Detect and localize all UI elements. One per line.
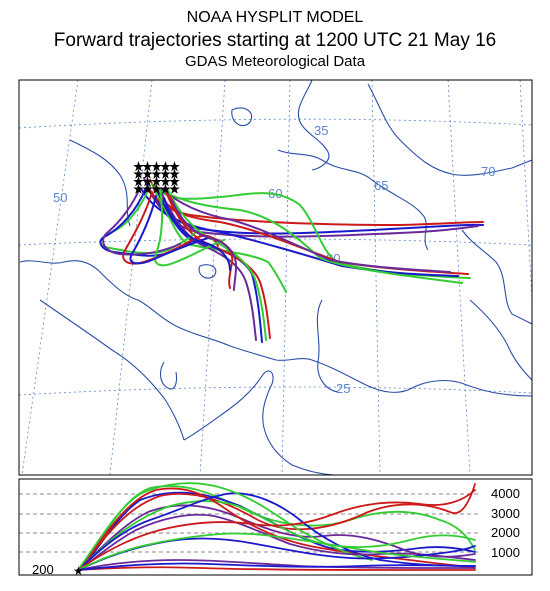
meridian-60: [281, 80, 291, 475]
profile-10: [77, 489, 476, 571]
traj-11: [161, 193, 257, 341]
source-star-icon: ★: [161, 185, 170, 196]
meridian-50: [109, 80, 153, 475]
profile-8: [77, 482, 373, 571]
source-star-icon: ★: [143, 185, 152, 196]
traj-22: [163, 197, 231, 271]
source-star-icon: ★: [152, 162, 161, 173]
source-star-icon: ★: [152, 177, 161, 188]
traj-8: [159, 187, 451, 273]
source-star-icon: ★: [152, 170, 161, 181]
meridian-45: [21, 80, 79, 475]
meridian-55: [199, 80, 226, 475]
border-pak-2: [316, 299, 339, 393]
parallel-35: [19, 118, 532, 129]
lon-label-70: 70: [481, 164, 495, 179]
lake-1: [198, 264, 217, 279]
lon-label-50: 50: [53, 190, 67, 205]
qatar-peninsula: [159, 361, 178, 390]
arabia-coast-1: [39, 299, 185, 441]
profile-7: [77, 492, 476, 571]
vertical-profile-panel: ★ 4000 3000 2000 1000 200: [18, 478, 533, 578]
lon-label-65: 65: [374, 178, 388, 193]
source-star-icon: ★: [152, 185, 161, 196]
source-star-icon: ★: [134, 170, 143, 181]
meridian-65: [371, 80, 381, 475]
map-panel: 50 60 65 70 35 30 25: [18, 79, 533, 476]
river-tigris: [19, 260, 177, 327]
traj-17: [102, 187, 181, 256]
parallel-30: [19, 238, 532, 246]
traj-7: [151, 183, 463, 284]
source-altitude-marker: ★: [73, 564, 84, 578]
source-star-icon: ★: [134, 177, 143, 188]
border-w: [69, 139, 131, 227]
source-markers: ★ ★ ★ ★ ★★ ★ ★ ★ ★★ ★ ★ ★ ★★ ★ ★ ★ ★: [134, 162, 180, 197]
star-icon: ★: [73, 564, 84, 578]
trajectories: [99, 177, 484, 343]
altitude-label-4000: 4000: [491, 486, 520, 501]
profile-3: [77, 483, 476, 571]
border-pak-1: [461, 229, 532, 325]
source-star-icon: ★: [143, 177, 152, 188]
profile-14: [77, 566, 476, 571]
altitude-label-2000: 2000: [491, 525, 520, 540]
source-star-icon: ★: [143, 170, 152, 181]
profile-5: [77, 500, 476, 571]
graticule: [19, 80, 532, 475]
profile-13: [77, 559, 476, 571]
gulf-north-coast: [175, 325, 532, 397]
coast-east-1: [469, 299, 532, 381]
meridian-75: [519, 80, 532, 301]
profile-6: [77, 487, 476, 571]
parallel-25: [19, 386, 532, 396]
profile-4: [77, 504, 476, 571]
lat-label-35: 35: [314, 123, 328, 138]
source-star-icon: ★: [170, 170, 179, 181]
caspian-coast: [297, 80, 330, 171]
source-star-icon: ★: [134, 162, 143, 173]
border-east: [367, 83, 532, 176]
profile-frame: [18, 478, 533, 576]
profile-15: [77, 562, 476, 571]
source-star-icon: ★: [161, 170, 170, 181]
source-star-icon: ★: [143, 162, 152, 173]
lat-label-25: 25: [336, 381, 350, 396]
source-star-icon: ★: [134, 185, 143, 196]
lake-2: [231, 107, 252, 127]
source-star-icon: ★: [170, 177, 179, 188]
source-star-icon: ★: [170, 162, 179, 173]
map-frame: [18, 79, 533, 476]
profile-12: [77, 532, 476, 571]
meridian-70: [447, 80, 471, 475]
source-star-icon: ★: [170, 185, 179, 196]
source-star-icon: ★: [161, 162, 170, 173]
profile-traces: [77, 482, 476, 571]
source-star-icon: ★: [161, 177, 170, 188]
traj-19: [129, 195, 209, 265]
traj-13: [167, 189, 267, 341]
traj-18: [154, 189, 225, 267]
altitude-labels: 4000 3000 2000 1000 200: [32, 486, 520, 577]
source-grid: ★ ★ ★ ★ ★★ ★ ★ ★ ★★ ★ ★ ★ ★★ ★ ★ ★ ★: [134, 162, 180, 197]
trajectory-description: Forward trajectories starting at 1200 UT…: [53, 30, 497, 51]
altitude-label-3000: 3000: [491, 506, 520, 521]
uae-coast: [183, 370, 335, 475]
model-title: NOAA HYSPLIT MODEL: [186, 9, 364, 26]
data-source-label: GDAS Meteorological Data: [184, 53, 366, 70]
start-altitude-label: 200: [32, 562, 54, 577]
altitude-label-1000: 1000: [491, 545, 520, 560]
traj-21: [171, 199, 237, 291]
